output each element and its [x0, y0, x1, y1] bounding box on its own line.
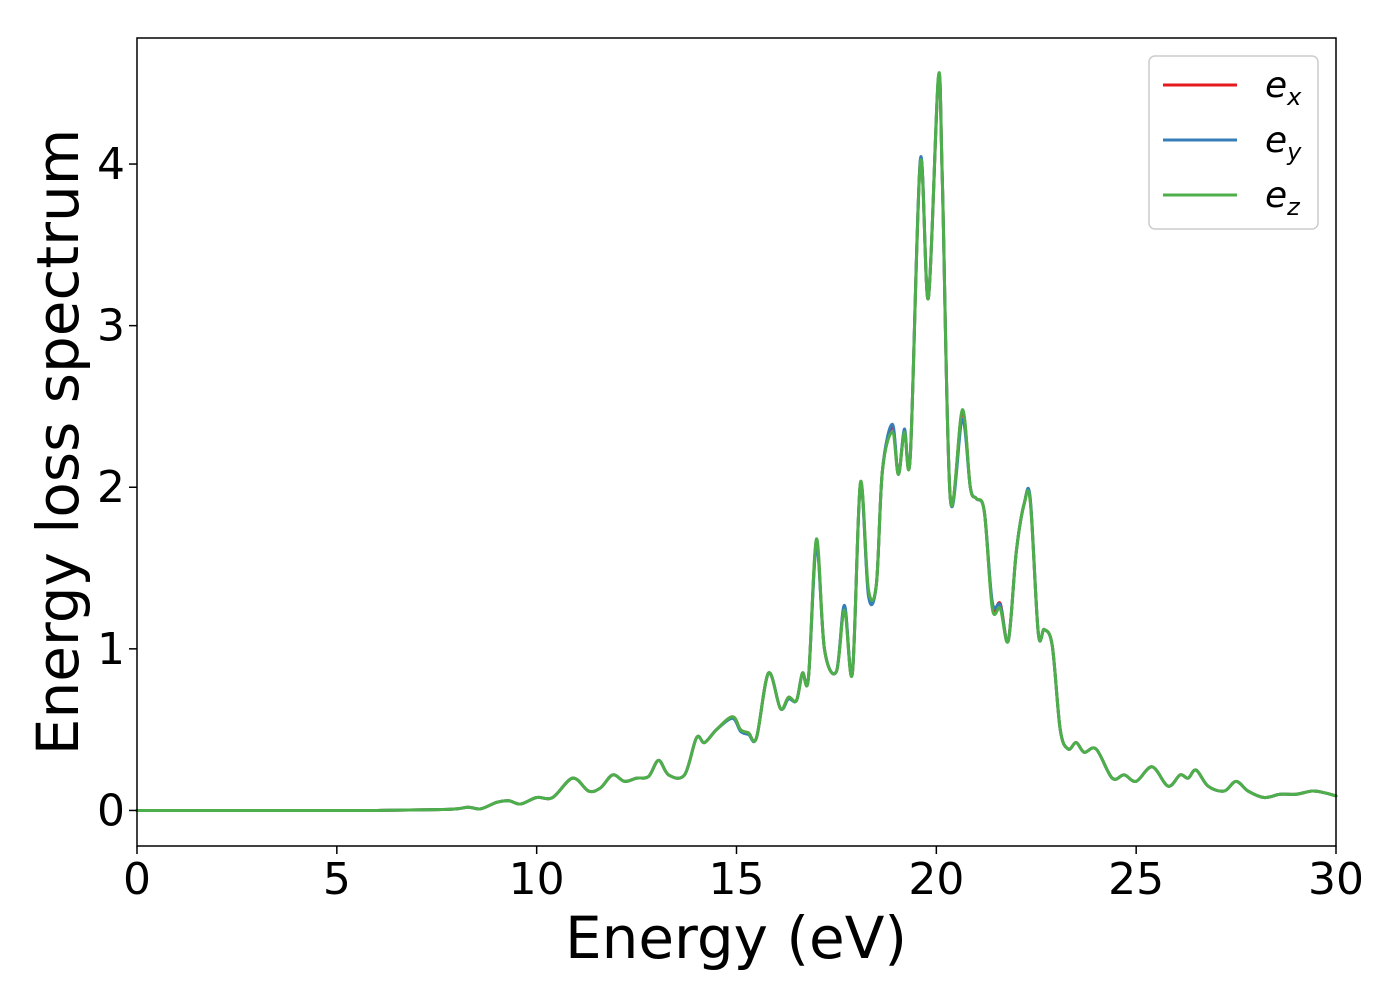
y-tick-label: 3: [97, 301, 125, 352]
y-tick-label: 1: [97, 624, 125, 675]
series-layer: [135, 71, 1338, 813]
y-tick-label: 2: [97, 462, 125, 513]
legend-label-ey: ey: [1265, 120, 1302, 166]
legend-label-ez: ez: [1265, 175, 1301, 221]
legend-label-ex: ex: [1265, 65, 1302, 111]
x-tick-label: 0: [123, 854, 151, 905]
x-tick-label: 25: [1108, 854, 1164, 905]
legend-box: [1148, 55, 1319, 230]
x-tick-label: 20: [908, 854, 964, 905]
x-axis-title: Energy (eV): [565, 904, 907, 972]
y-tick-label: 4: [97, 139, 125, 190]
tick-layer: 0 5 10 15 20 25 30 0 1 2 3 4: [97, 139, 1364, 905]
y-tick-label: 0: [97, 785, 125, 836]
x-tick-label: 15: [709, 854, 765, 905]
x-tick-label: 30: [1308, 854, 1364, 905]
series-line-ez: [135, 71, 1338, 813]
x-tick-label: 10: [509, 854, 565, 905]
legend: ex ey ez: [1148, 55, 1319, 230]
x-tick-label: 5: [323, 854, 351, 905]
y-axis-title: Energy loss spectrum: [24, 129, 92, 755]
